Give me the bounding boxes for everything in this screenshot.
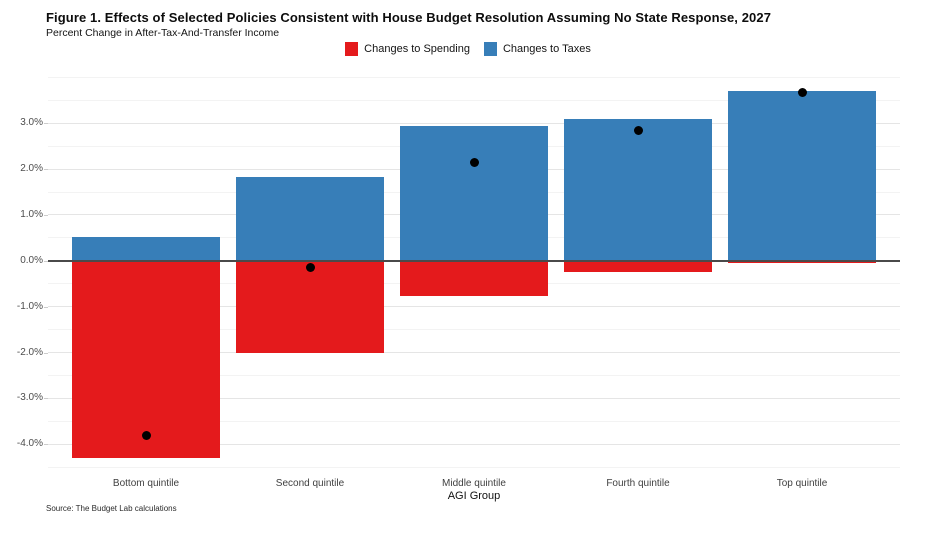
x-tick-label-fourth-quintile: Fourth quintile	[606, 478, 670, 489]
gridline--4.5	[48, 466, 900, 468]
y-tick-label--3: -3.0%	[16, 392, 43, 404]
legend-item-label: Changes to Spending	[364, 43, 470, 55]
bar-taxes-fourth-quintile	[564, 118, 712, 261]
y-tick-mark--2	[44, 352, 48, 354]
figure-title: Figure 1. Effects of Selected Policies C…	[46, 10, 772, 25]
y-tick-label-1: 1.0%	[20, 208, 43, 220]
y-tick-label--1: -1.0%	[16, 300, 43, 312]
bar-taxes-top-quintile	[728, 91, 876, 261]
gridline-3	[48, 122, 900, 124]
net-dot-top-quintile	[797, 88, 807, 98]
plot-area	[48, 75, 900, 471]
y-tick-mark-0	[44, 260, 48, 262]
bar-taxes-second-quintile	[236, 177, 384, 261]
y-tick-label-2: 2.0%	[20, 163, 43, 175]
zero-baseline	[48, 259, 900, 262]
net-dot-bottom-quintile	[141, 430, 151, 440]
bar-spending-middle-quintile	[400, 260, 548, 296]
bar-taxes-middle-quintile	[400, 126, 548, 261]
source-note: Source: The Budget Lab calculations	[46, 504, 177, 513]
y-tick-mark-1	[44, 214, 48, 216]
y-tick-label--2: -2.0%	[16, 346, 43, 358]
figure-subtitle: Percent Change in After-Tax-And-Transfer…	[46, 27, 280, 39]
gridline--2	[48, 352, 900, 354]
gridline--1.5	[48, 329, 900, 331]
gridline--1	[48, 306, 900, 308]
y-tick-mark--3	[44, 398, 48, 400]
y-tick-label-0: 0.0%	[20, 254, 43, 266]
x-tick-label-middle-quintile: Middle quintile	[442, 478, 506, 489]
net-dot-second-quintile	[305, 263, 315, 273]
legend-swatch-icon	[345, 42, 359, 56]
y-tick-mark--4	[44, 444, 48, 446]
x-tick-label-top-quintile: Top quintile	[776, 478, 828, 489]
gridline--3.5	[48, 420, 900, 422]
x-tick-label-bottom-quintile: Bottom quintile	[112, 478, 180, 489]
bar-spending-top-quintile	[728, 260, 876, 264]
legend-item-changes-to-spending: Changes to Spending	[345, 42, 470, 56]
gridline-4	[48, 76, 900, 78]
gridline--4	[48, 443, 900, 445]
gridline--3	[48, 397, 900, 399]
gridline-3.5	[48, 99, 900, 101]
y-tick-mark-3	[44, 123, 48, 125]
gridline--2.5	[48, 375, 900, 377]
bar-taxes-bottom-quintile	[72, 236, 220, 261]
bar-spending-bottom-quintile	[72, 260, 220, 459]
x-tick-label-second-quintile: Second quintile	[275, 478, 345, 489]
legend: Changes to Spending Changes to Taxes	[0, 42, 936, 56]
legend-item-changes-to-taxes: Changes to Taxes	[483, 42, 591, 56]
legend-swatch-icon	[483, 42, 497, 56]
bar-spending-fourth-quintile	[564, 260, 712, 273]
y-tick-mark-2	[44, 169, 48, 171]
legend-item-label: Changes to Taxes	[502, 43, 591, 55]
y-tick-label--4: -4.0%	[16, 438, 43, 450]
bar-spending-second-quintile	[236, 260, 384, 353]
net-dot-fourth-quintile	[633, 126, 643, 136]
net-dot-middle-quintile	[469, 157, 479, 167]
y-tick-mark--1	[44, 306, 48, 308]
y-tick-label-3: 3.0%	[20, 117, 43, 129]
x-axis-title: AGI Group	[447, 490, 501, 502]
